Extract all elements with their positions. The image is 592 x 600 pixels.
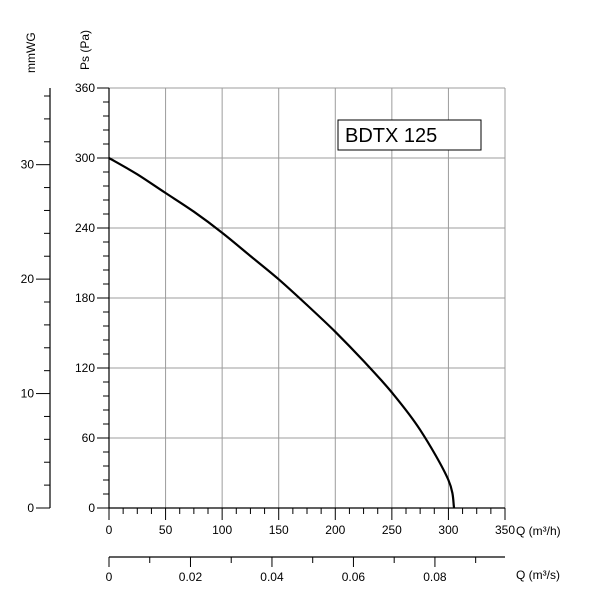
mmwg-tick-label: 10 bbox=[21, 387, 35, 401]
y-tick-label: 240 bbox=[75, 221, 95, 235]
x-tick-label: 150 bbox=[269, 523, 289, 537]
x2-tick-label: 0 bbox=[106, 570, 113, 584]
fan-curve-line bbox=[108, 157, 456, 509]
y-tick-label: 120 bbox=[75, 361, 95, 375]
y-axis-label: Ps (Pa) bbox=[78, 30, 92, 70]
y-tick-label: 360 bbox=[75, 81, 95, 95]
curve-layer bbox=[108, 157, 456, 509]
x-tick-label: 100 bbox=[212, 523, 232, 537]
x-axis-label: Q (m³/h) bbox=[516, 524, 561, 538]
x-tick-label: 250 bbox=[382, 523, 402, 537]
x2-tick-label: 0.04 bbox=[260, 570, 284, 584]
x2-tick-label: 0.02 bbox=[179, 570, 203, 584]
x-tick-label: 300 bbox=[438, 523, 458, 537]
x-tick-label: 0 bbox=[106, 523, 113, 537]
x2-tick-label: 0.08 bbox=[423, 570, 447, 584]
y-tick-label: 60 bbox=[82, 431, 96, 445]
mmwg-axis-label: mmWG bbox=[24, 32, 38, 73]
x-tick-label: 50 bbox=[159, 523, 173, 537]
x2-axis-label: Q (m³/s) bbox=[516, 568, 560, 582]
axes-layer bbox=[36, 87, 506, 567]
x-tick-label: 350 bbox=[495, 523, 515, 537]
y-tick-label: 0 bbox=[88, 501, 95, 515]
grid-layer bbox=[109, 87, 506, 508]
mmwg-tick-label: 30 bbox=[21, 158, 35, 172]
mmwg-tick-label: 0 bbox=[27, 501, 34, 515]
chart-title-box bbox=[337, 119, 482, 151]
x-tick-label: 200 bbox=[325, 523, 345, 537]
x2-tick-label: 0.06 bbox=[342, 570, 366, 584]
y-tick-label: 180 bbox=[75, 291, 95, 305]
mmwg-tick-label: 20 bbox=[21, 272, 35, 286]
y-tick-label: 300 bbox=[75, 151, 95, 165]
chart-title: BDTX 125 bbox=[345, 125, 437, 147]
